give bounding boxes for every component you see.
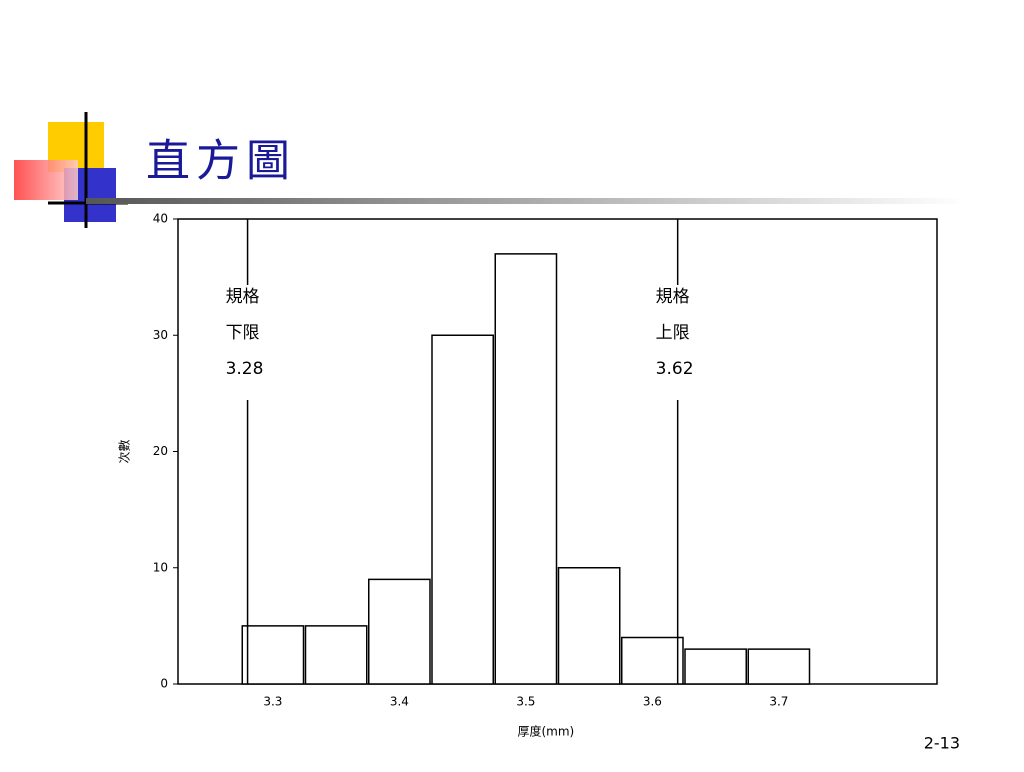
bar — [431, 334, 494, 685]
spec-label: 下限 — [226, 323, 260, 343]
deco-square — [14, 160, 78, 200]
x-tick-label: 3.3 — [263, 695, 282, 709]
page-number: 2-13 — [924, 734, 960, 753]
bar — [684, 648, 747, 685]
bar — [304, 625, 368, 685]
slide-title: 直方圖 — [146, 136, 296, 187]
x-tick-label: 3.6 — [643, 695, 662, 709]
bar — [241, 625, 305, 685]
bar — [621, 636, 684, 685]
title-rule — [86, 198, 966, 204]
y-tick-label: 30 — [153, 328, 168, 342]
x-tick-label: 3.7 — [769, 695, 788, 709]
y-tick-label: 20 — [153, 444, 168, 458]
bar — [747, 648, 811, 685]
y-tick-label: 10 — [153, 560, 168, 574]
bar — [557, 567, 621, 685]
x-axis-label: 厚度(mm) — [518, 724, 575, 739]
spec-label: 上限 — [656, 323, 690, 343]
y-tick-label: 0 — [160, 677, 168, 691]
bar — [368, 578, 431, 685]
spec-value: 3.28 — [226, 359, 264, 379]
x-tick-label: 3.5 — [516, 695, 535, 709]
y-tick-label: 40 — [153, 212, 168, 226]
spec-label: 規格 — [226, 287, 260, 307]
y-axis-label: 次數 — [118, 439, 132, 463]
spec-value: 3.62 — [656, 359, 694, 379]
x-tick-label: 3.4 — [390, 695, 409, 709]
bar — [494, 253, 558, 685]
spec-label: 規格 — [656, 287, 690, 307]
plot-frame — [177, 218, 938, 685]
